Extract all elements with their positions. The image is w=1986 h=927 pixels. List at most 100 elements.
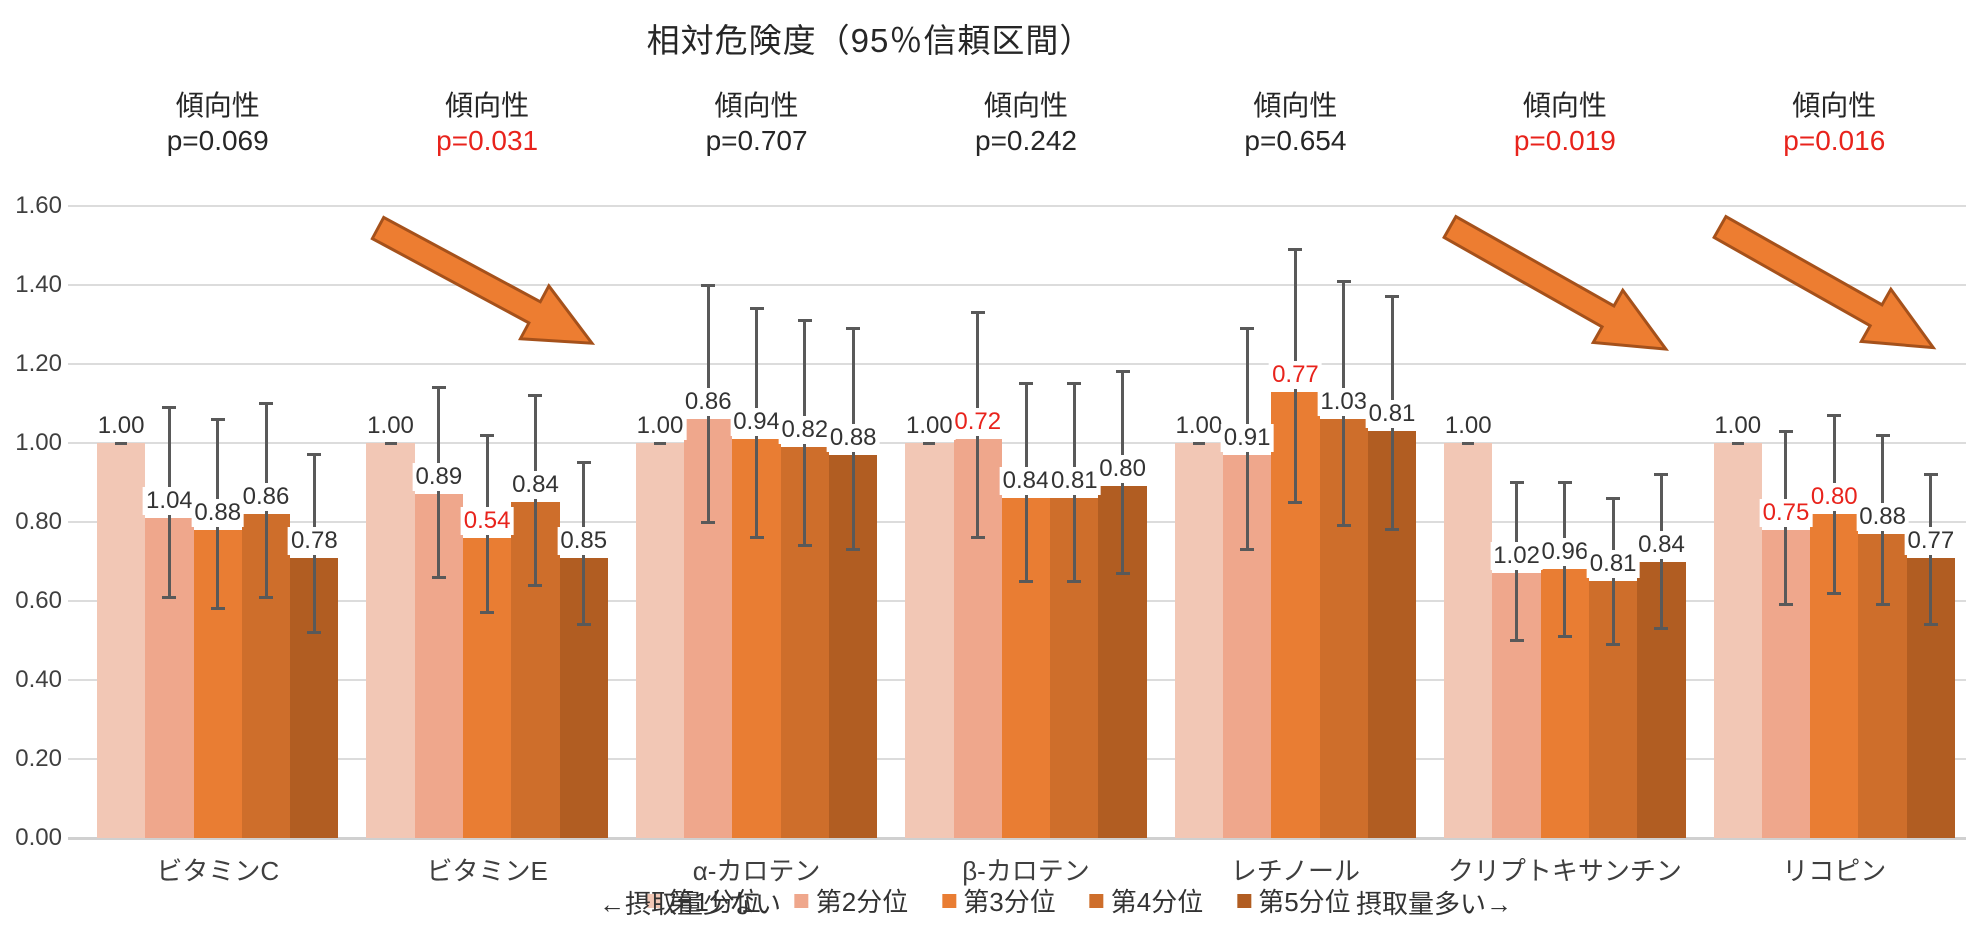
value-label: 0.77 <box>1904 526 1958 555</box>
error-bar-cap-top <box>1606 496 1621 500</box>
error-bar-cap-bottom <box>162 595 177 599</box>
trend-label: 傾向性 <box>1253 90 1338 121</box>
error-bar-cap-bottom <box>797 544 812 548</box>
value-label: 0.81 <box>1365 400 1419 429</box>
error-bar-cap-top <box>1115 370 1130 374</box>
trend-p-label-group7: 傾向性 p=0.016 <box>1783 88 1885 158</box>
error-bar-cap-top <box>1019 382 1033 386</box>
p-value: p=0.031 <box>436 125 539 156</box>
y-tick-label: 1.20 <box>15 350 62 377</box>
trend-p-label-group4: 傾向性 p=0.242 <box>975 88 1077 158</box>
trend-p-label-group3: 傾向性 p=0.707 <box>706 88 808 158</box>
p-value: p=0.016 <box>1783 125 1886 156</box>
value-label: 1.03 <box>1317 388 1371 417</box>
error-bar-cap-top <box>1385 295 1400 299</box>
bar-group5-quintile1 <box>1174 443 1223 838</box>
reference-tick <box>384 441 397 445</box>
error-bar-cap-top <box>1778 429 1793 433</box>
p-value: p=0.019 <box>1513 125 1616 156</box>
legend-label: 第5分位 <box>1258 887 1351 917</box>
p-value: p=0.654 <box>1244 125 1347 156</box>
error-bar-cap-bottom <box>210 607 225 611</box>
high-intake-annotation: 摂取量多い→ <box>1355 889 1513 919</box>
value-label: 0.75 <box>1759 498 1813 527</box>
error-bar-cap-bottom <box>1557 635 1572 639</box>
trend-p-label-group2: 傾向性 p=0.031 <box>436 88 538 158</box>
value-label: 0.88 <box>191 498 245 527</box>
legend-label: 第2分位 <box>815 887 909 917</box>
error-bar-cap-top <box>259 402 273 405</box>
error-bar-cap-top <box>1509 481 1524 484</box>
value-label: 0.84 <box>1635 530 1688 559</box>
value-label: 0.85 <box>557 526 611 555</box>
error-bar-cap-bottom <box>307 631 322 635</box>
value-label: 1.00 <box>364 412 417 440</box>
p-value: p=0.069 <box>166 125 269 156</box>
reference-tick <box>1462 441 1475 445</box>
category-label-group7: リコピン <box>1782 856 1887 886</box>
legend-item-quintile3: 第3分位 <box>942 882 1056 919</box>
error-bar-cap-top <box>846 326 861 330</box>
error-bar-cap-top <box>480 433 495 437</box>
error-bar-cap-bottom <box>1606 642 1621 646</box>
value-label: 0.81 <box>1586 550 1640 579</box>
value-label: 1.00 <box>633 412 687 440</box>
legend-swatch-icon <box>1237 893 1252 908</box>
legend-swatch-icon <box>647 893 662 908</box>
error-bar-cap-top <box>1557 481 1572 484</box>
error-bar-cap-bottom <box>1336 524 1351 528</box>
error-bar-cap-bottom <box>970 536 985 540</box>
value-label: 0.80 <box>1096 455 1149 484</box>
reference-tick <box>653 441 666 445</box>
error-bar-cap-top <box>1067 382 1082 386</box>
reference-tick <box>1731 441 1744 445</box>
error-bar-cap-bottom <box>1875 603 1890 607</box>
error-bar-cap-bottom <box>1509 639 1524 642</box>
low-intake-annotation: ←摂取量少ない <box>598 889 782 919</box>
category-label-group3: α-カロテン <box>692 856 821 886</box>
error-bar-cap-top <box>431 386 446 390</box>
bar-group6-quintile1 <box>1444 443 1493 838</box>
value-label: 0.89 <box>412 463 466 492</box>
value-label: 1.00 <box>903 412 956 440</box>
value-label: 0.84 <box>999 467 1053 496</box>
trend-label: 傾向性 <box>1522 90 1607 121</box>
value-label: 0.88 <box>1856 502 1909 531</box>
category-label-group4: β-カロテン <box>962 856 1090 886</box>
legend-label: 第3分位 <box>963 887 1056 917</box>
legend-item-quintile2: 第2分位 <box>794 882 909 919</box>
error-bar-cap-top <box>1827 413 1842 417</box>
value-label: 1.04 <box>143 487 196 516</box>
legend-label: 第4分位 <box>1110 887 1204 917</box>
legend-swatch-icon <box>794 893 809 908</box>
x-axis-line <box>68 836 1966 840</box>
error-bar-cap-top <box>307 453 322 457</box>
error-bar-cap-bottom <box>1067 579 1082 583</box>
error-bar-cap-top <box>1288 247 1303 251</box>
trend-label: 傾向性 <box>983 90 1068 121</box>
value-label: 1.00 <box>1441 412 1495 440</box>
gridline <box>68 363 1966 365</box>
error-bar-cap-bottom <box>1923 623 1938 627</box>
reference-tick <box>923 441 936 445</box>
error-bar-cap-bottom <box>701 520 716 524</box>
value-label: 0.86 <box>239 483 293 512</box>
trend-label: 傾向性 <box>1792 90 1877 121</box>
y-tick-label: 1.40 <box>15 271 62 298</box>
error-bar-cap-top <box>1654 473 1669 477</box>
error-bar-cap-top <box>749 307 764 311</box>
error-bar-cap-top <box>576 461 591 465</box>
bar-group2-quintile1 <box>366 443 415 838</box>
gridline <box>68 442 1966 444</box>
category-label-group2: ビタミンE <box>426 856 548 886</box>
value-label: 0.96 <box>1538 538 1592 567</box>
value-label: 0.78 <box>287 526 341 555</box>
error-bar-cap-top <box>701 283 716 287</box>
value-label: 0.91 <box>1220 423 1274 452</box>
gridline <box>68 205 1966 207</box>
y-tick-label: 1.60 <box>15 192 62 219</box>
trend-p-label-group6: 傾向性 p=0.019 <box>1514 88 1616 158</box>
bar-group3-quintile1 <box>635 443 685 838</box>
downward-trend-arrow-icon <box>370 215 596 345</box>
